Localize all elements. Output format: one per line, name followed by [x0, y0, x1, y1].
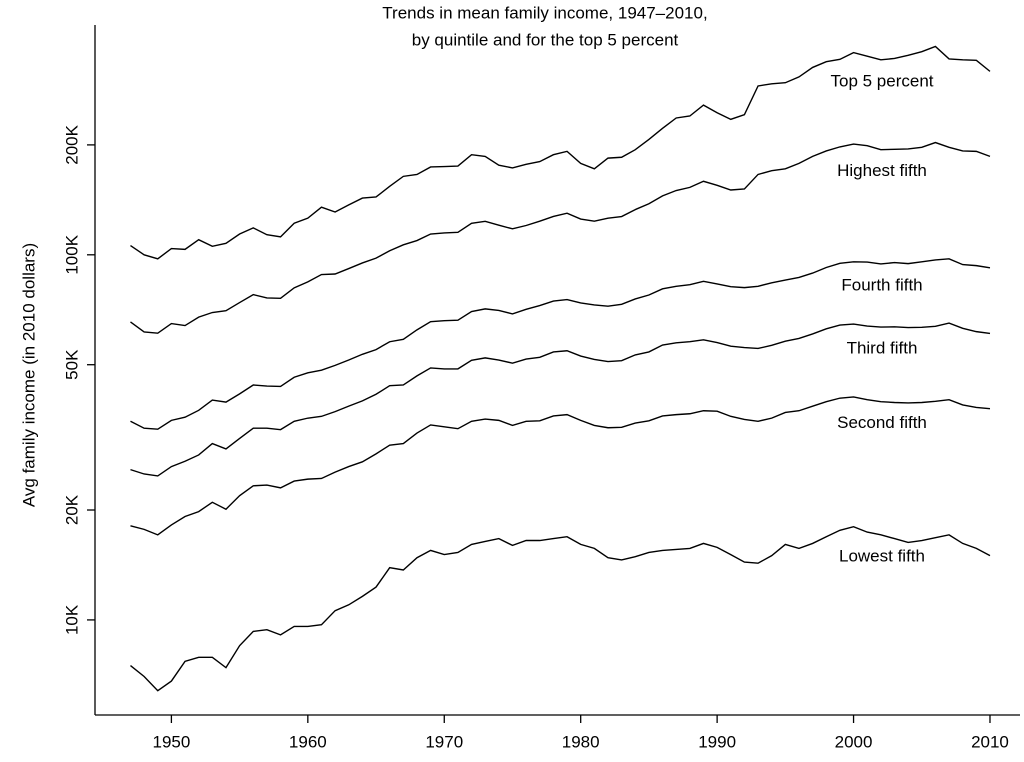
y-tick-label: 200K [62, 124, 81, 164]
x-tick-label: 2010 [971, 732, 1009, 751]
series-line [130, 258, 991, 430]
series-line [130, 322, 991, 477]
series-line [130, 45, 991, 260]
x-tick-label: 1970 [425, 732, 463, 751]
series-label: Fourth fifth [841, 275, 922, 294]
series-label: Top 5 percent [830, 71, 933, 90]
series-line [130, 525, 991, 692]
series-line [130, 141, 991, 334]
y-tick-label: 50K [62, 349, 81, 380]
y-tick-label: 20K [62, 494, 81, 525]
x-tick-label: 1950 [152, 732, 190, 751]
series-label: Lowest fifth [839, 546, 925, 565]
y-tick-label: 100K [62, 234, 81, 274]
chart-title: Trends in mean family income, 1947–2010, [382, 3, 707, 22]
series-label: Second fifth [837, 413, 927, 432]
y-axis-label: Avg family income (in 2010 dollars) [19, 243, 38, 507]
chart-subtitle: by quintile and for the top 5 percent [412, 30, 679, 49]
y-tick-label: 10K [62, 604, 81, 635]
series-line [130, 396, 991, 536]
x-tick-label: 2000 [835, 732, 873, 751]
series-label: Highest fifth [837, 161, 927, 180]
series-label: Third fifth [847, 339, 918, 358]
x-tick-label: 1990 [698, 732, 736, 751]
x-tick-label: 1980 [562, 732, 600, 751]
x-tick-label: 1960 [289, 732, 327, 751]
